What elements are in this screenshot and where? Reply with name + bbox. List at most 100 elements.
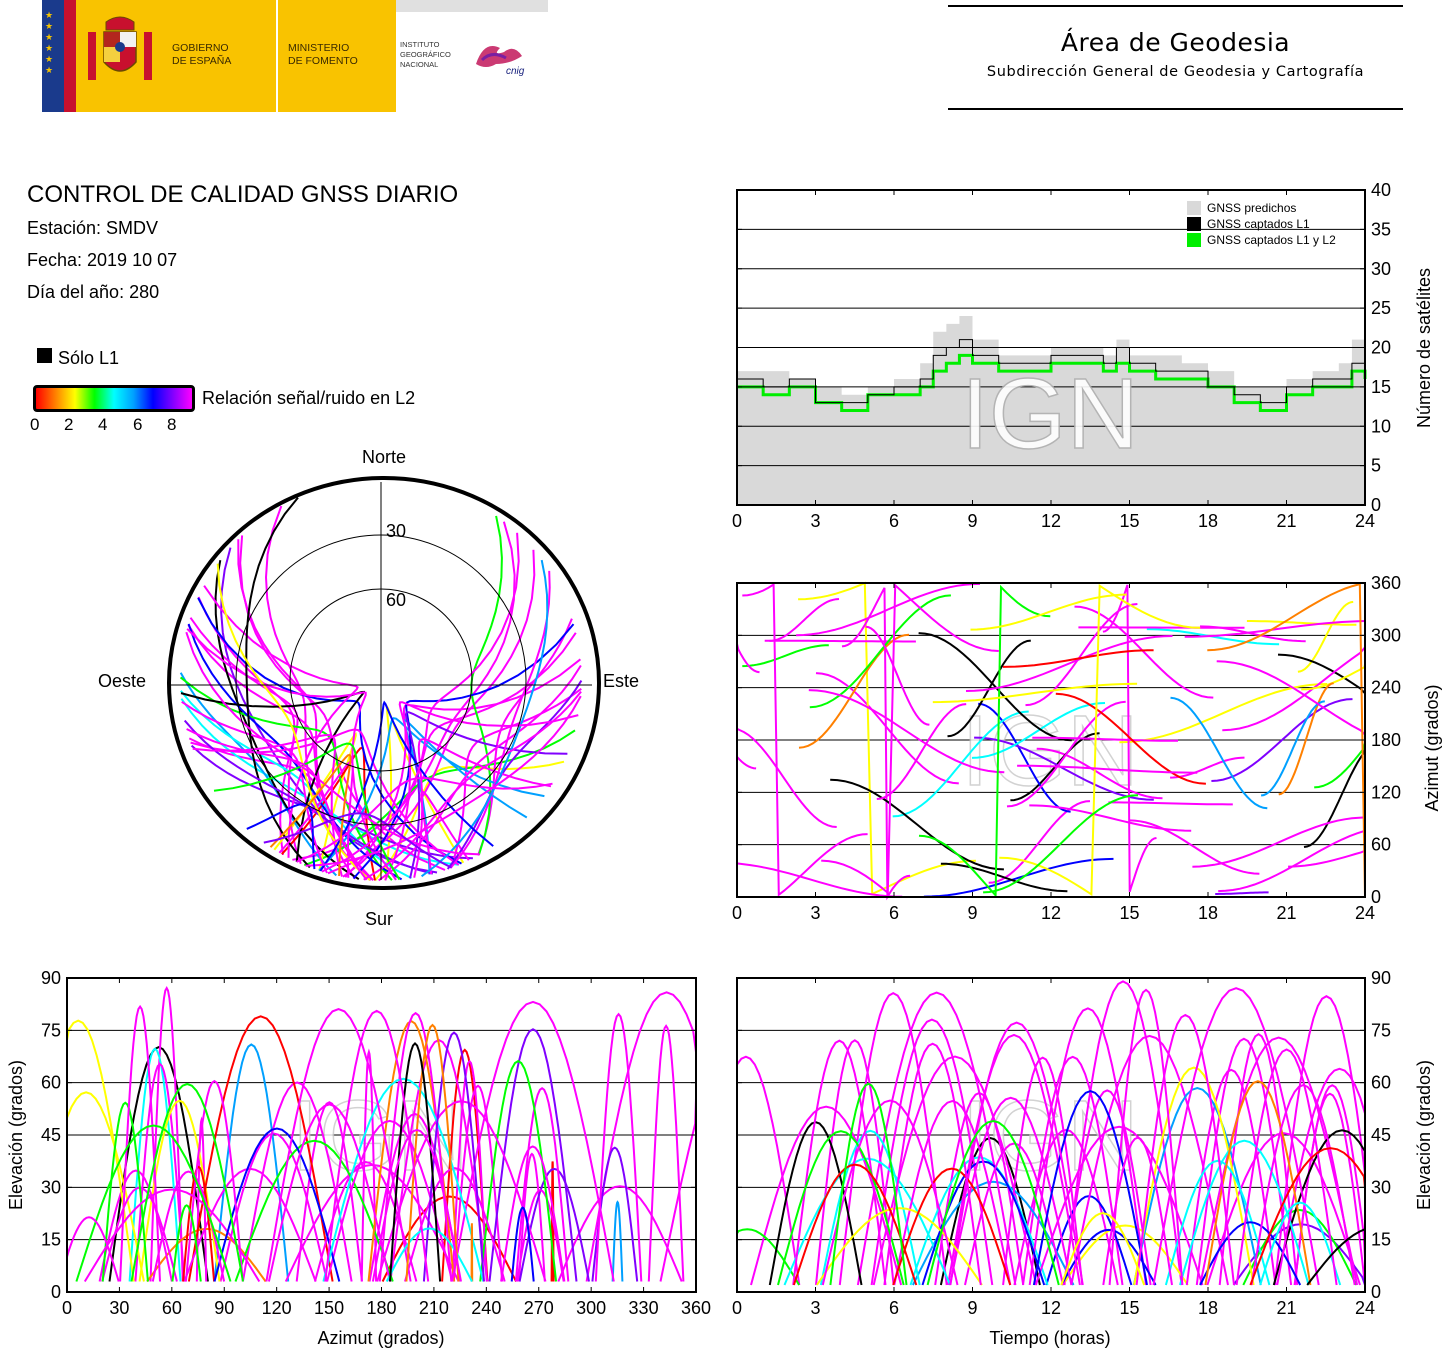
ea-track [98, 1169, 173, 1282]
sky-track [321, 532, 520, 873]
az-track [1119, 683, 1328, 744]
y-tick-label: 15 [41, 1230, 61, 1250]
az-track [1260, 700, 1325, 797]
ea-track [470, 1223, 474, 1282]
et-track [883, 1042, 982, 1286]
az-track [1211, 698, 1353, 782]
series-l1-line [737, 339, 1366, 404]
date-label: Fecha: 2019 10 07 [27, 250, 178, 270]
az-track [1074, 605, 1214, 699]
x-tick-label: 21 [1276, 1298, 1296, 1318]
ea-track [585, 991, 697, 1282]
et-track [1022, 1055, 1124, 1286]
et-track [893, 1100, 1012, 1286]
ea-ylabel: Elevación (grados) [6, 1060, 26, 1210]
y-tick-label: 0 [51, 1282, 61, 1302]
az-track [736, 727, 837, 828]
x-tick-label: 0 [732, 903, 742, 923]
et-track [829, 1082, 908, 1286]
x-tick-label: 120 [262, 1298, 292, 1318]
az-track [1207, 582, 1366, 897]
skyplot-label-south: Sur [365, 909, 393, 929]
et-track [792, 1163, 918, 1286]
x-tick-label: 18 [1198, 903, 1218, 923]
x-tick-label: 150 [314, 1298, 344, 1318]
et-track [1135, 1013, 1235, 1286]
cnig-logo-icon: cnig [476, 46, 525, 77]
az-track [1170, 696, 1268, 810]
y-tick-label: 35 [1371, 219, 1391, 239]
y-tick-label: 45 [1371, 1125, 1391, 1145]
az-track [965, 635, 1173, 692]
y-tick-label: 15 [1371, 1230, 1391, 1250]
y-tick-label: 30 [1371, 259, 1391, 279]
az-track [1278, 682, 1334, 796]
az-track [809, 594, 951, 709]
et-track [1235, 1048, 1338, 1286]
az-ylabel: Azimut (grados) [1422, 684, 1442, 811]
sky-track [344, 658, 582, 878]
l1-only-label: Sólo L1 [58, 348, 120, 368]
sky-track [449, 570, 551, 869]
spain-flag [42, 0, 64, 112]
az-track [1277, 653, 1366, 732]
snr-colorbar [33, 385, 195, 412]
et-track [750, 1105, 903, 1286]
x-tick-label: 180 [366, 1298, 396, 1318]
x-tick-label: 9 [967, 1298, 977, 1318]
x-tick-label: 12 [1041, 903, 1061, 923]
az-track [1036, 747, 1163, 800]
x-tick-label: 3 [810, 1298, 820, 1318]
sky-track [246, 803, 316, 870]
skyplot-ring-label-60: 60 [386, 590, 406, 610]
sky-track [378, 664, 582, 882]
y-tick-label: 45 [41, 1125, 61, 1145]
x-tick-label: 6 [889, 511, 899, 531]
area-top-rule [948, 5, 1403, 7]
legend-label-l1l2: GNSS captados L1 y L2 [1207, 233, 1336, 247]
sat-ylabel: Número de satélites [1414, 268, 1434, 428]
az-track [796, 582, 981, 637]
snr-tick: 0 [30, 415, 40, 434]
et-track [816, 1207, 983, 1286]
et-track [892, 1167, 1012, 1286]
ea-track [326, 1119, 454, 1282]
x-tick-label: 12 [1041, 1298, 1061, 1318]
x-tick-label: 0 [732, 1298, 742, 1318]
az-track [970, 593, 1127, 631]
x-tick-label: 30 [109, 1298, 129, 1318]
y-tick-label: 20 [1371, 338, 1391, 358]
et-track [783, 1157, 952, 1286]
sky-track [197, 597, 462, 865]
sky-track [185, 631, 480, 856]
et-track [949, 1021, 1084, 1286]
cnig-text: cnig [506, 66, 525, 77]
sky-track [318, 717, 545, 872]
sky-track [216, 563, 371, 881]
ea-track [500, 1145, 566, 1282]
sky-track [273, 732, 357, 871]
snr-ticks: 0 2 4 6 8 [26, 415, 206, 437]
ea-axis-ticks: 0 15 30 45 60 75 90 0 30 60 90 120 150 180 210 240 270 30… [41, 968, 711, 1318]
ea-tracks [66, 985, 697, 1283]
x-tick-label: 240 [471, 1298, 501, 1318]
et-track [1070, 1034, 1229, 1286]
et-track [1013, 1128, 1119, 1286]
et-track [1108, 988, 1184, 1286]
ea-track [594, 1012, 643, 1282]
az-track [821, 583, 999, 895]
y-tick-label: 360 [1371, 573, 1401, 593]
az-track [1170, 756, 1245, 779]
snr-tick: 4 [98, 415, 108, 434]
ea-track [479, 1059, 558, 1282]
et-track [1218, 1033, 1299, 1286]
et-tracks [736, 980, 1366, 1286]
ea-track [518, 1167, 590, 1282]
snr-tick: 6 [133, 415, 143, 434]
az-track [923, 857, 1114, 898]
y-tick-label: 300 [1371, 625, 1401, 645]
x-tick-label: 15 [1119, 903, 1139, 923]
az-track [999, 583, 1201, 897]
